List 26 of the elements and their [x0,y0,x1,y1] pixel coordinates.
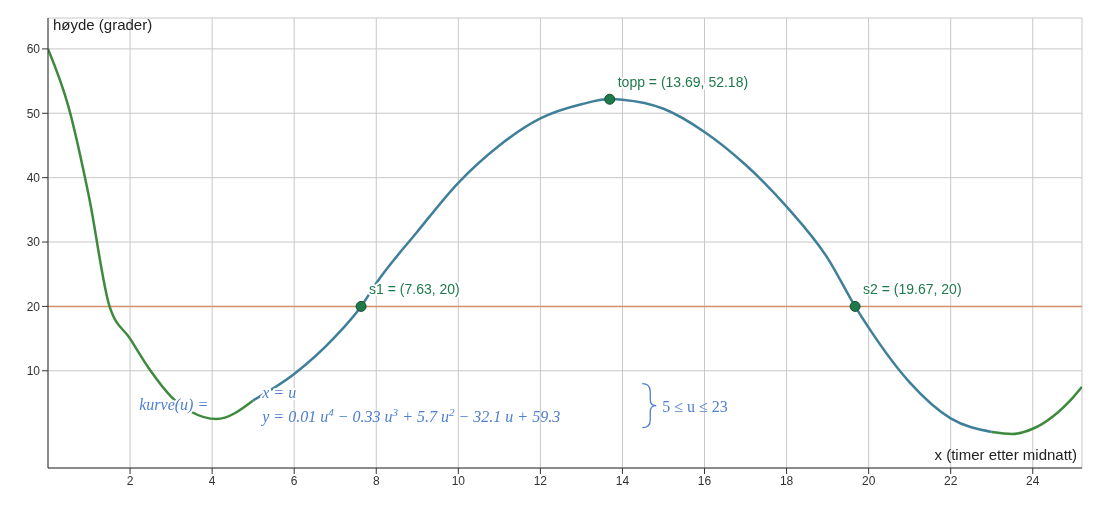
y-tick-label: 60 [26,42,41,57]
data-label: s2 = (19.67, 20) [863,281,962,298]
y-tick-label: 40 [26,170,41,185]
x-tick-label: 2 [126,473,134,488]
y-axis-title: høyde (grader) [53,16,153,33]
x-tick-label: 24 [1026,473,1040,488]
annotation: y = 0.01 u$^{4}$ − 0.33 u$^{3}$ + 5.7 u$^{2}$ − 32.1 u + 59.3 [260,405,561,426]
x-tick-label: 8 [372,473,380,488]
y-tick-label: 50 [26,106,41,121]
x-tick-label: 20 [861,473,876,488]
x-tick-label: 18 [779,473,794,488]
x-tick-label: 10 [451,473,466,488]
x-tick-label: 14 [615,473,630,488]
x-tick-label: 4 [208,473,216,488]
x-tick-label: 22 [944,473,958,488]
annotation: 5 ≤ u ≤ 23 [662,397,728,415]
y-tick-label: 20 [26,299,41,314]
x-axis-title: x (timer etter midnatt) [934,446,1077,463]
y-tick-label: 30 [26,235,41,250]
y-tick-label: 10 [26,364,41,379]
x-tick-label: 16 [697,473,712,488]
x-tick-label: 6 [290,473,298,488]
data-label: topp = (13.69, 52.18) [617,74,749,91]
line-series [48,47,255,421]
line-series [990,385,1082,436]
x-tick-label: 12 [533,473,548,488]
